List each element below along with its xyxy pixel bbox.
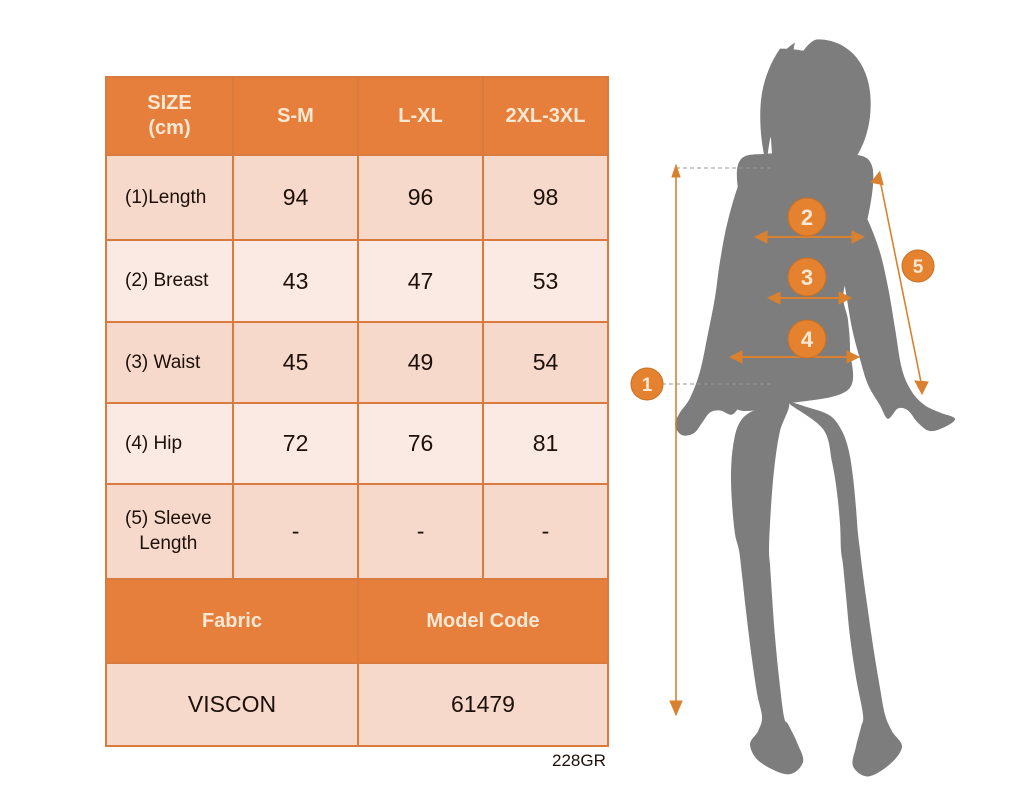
svg-text:5: 5 [913,257,924,278]
svg-text:3: 3 [801,265,813,290]
svg-text:2: 2 [801,205,813,230]
svg-text:1: 1 [642,375,653,396]
svg-text:4: 4 [801,327,814,352]
